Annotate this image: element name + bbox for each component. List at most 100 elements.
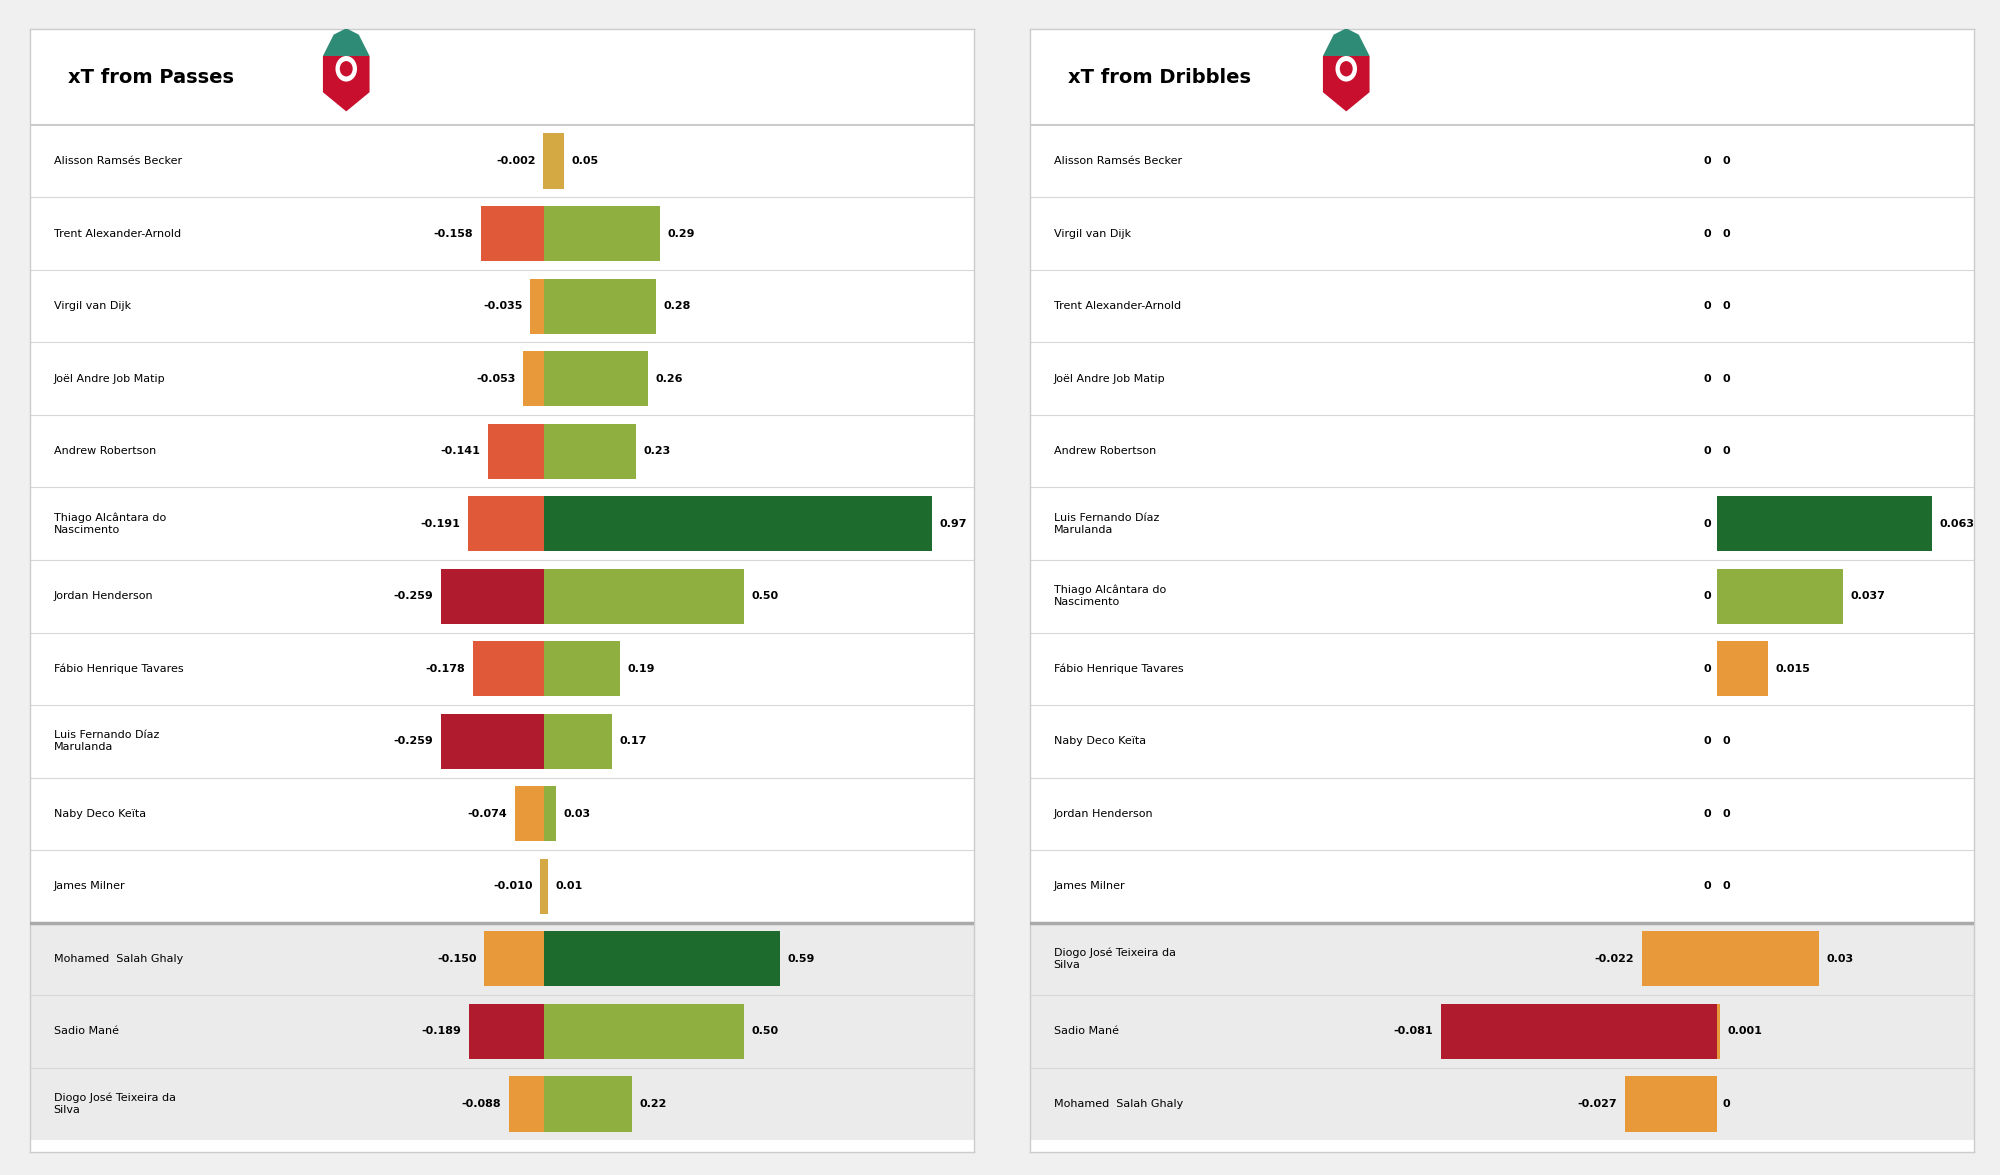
FancyBboxPatch shape [484,932,544,987]
Text: 0.17: 0.17 [620,737,646,746]
Text: Trent Alexander-Arnold: Trent Alexander-Arnold [54,229,180,239]
Text: Jordan Henderson: Jordan Henderson [54,591,154,602]
FancyBboxPatch shape [544,1076,632,1132]
Text: -0.088: -0.088 [462,1099,502,1109]
Text: Andrew Robertson: Andrew Robertson [1054,446,1156,456]
FancyBboxPatch shape [544,424,636,478]
FancyBboxPatch shape [1716,642,1768,697]
Text: 0: 0 [1722,301,1730,311]
Polygon shape [1322,28,1370,56]
Text: 0.97: 0.97 [940,518,966,529]
Text: 0: 0 [1704,446,1712,456]
FancyBboxPatch shape [544,351,648,407]
FancyBboxPatch shape [1716,1003,1720,1059]
Text: Alisson Ramsés Becker: Alisson Ramsés Becker [54,156,182,166]
FancyBboxPatch shape [522,351,544,407]
Text: Naby Deco Keïta: Naby Deco Keïta [1054,737,1146,746]
Text: 0: 0 [1722,737,1730,746]
Text: 0: 0 [1722,881,1730,892]
Text: -0.035: -0.035 [484,301,522,311]
Text: Trent Alexander-Arnold: Trent Alexander-Arnold [1054,301,1180,311]
Text: Virgil van Dijk: Virgil van Dijk [1054,229,1130,239]
Text: Mohamed  Salah Ghaly: Mohamed Salah Ghaly [1054,1099,1182,1109]
Text: 0: 0 [1704,737,1712,746]
FancyBboxPatch shape [514,786,544,841]
Text: 0: 0 [1722,1099,1730,1109]
Text: 0.03: 0.03 [564,808,590,819]
Text: Joël Andre Job Matip: Joël Andre Job Matip [1054,374,1166,383]
FancyBboxPatch shape [1642,932,1716,987]
Polygon shape [1322,56,1370,112]
Circle shape [340,61,352,76]
FancyBboxPatch shape [540,859,544,914]
Text: 0.037: 0.037 [1850,591,1886,602]
Text: 0: 0 [1704,518,1712,529]
FancyBboxPatch shape [544,1003,744,1059]
FancyBboxPatch shape [508,1076,544,1132]
FancyBboxPatch shape [472,642,544,697]
Text: -0.002: -0.002 [496,156,536,166]
FancyBboxPatch shape [1716,932,1820,987]
Text: -0.259: -0.259 [394,591,434,602]
Text: 0.26: 0.26 [656,374,682,383]
Text: Fábio Henrique Tavares: Fábio Henrique Tavares [1054,664,1184,674]
Text: 0.28: 0.28 [664,301,690,311]
Text: Sadio Mané: Sadio Mané [1054,1027,1118,1036]
Text: -0.150: -0.150 [438,954,476,963]
Text: Virgil van Dijk: Virgil van Dijk [54,301,130,311]
FancyBboxPatch shape [544,932,780,987]
Circle shape [1336,56,1358,81]
Text: 0.001: 0.001 [1728,1027,1762,1036]
Text: 0: 0 [1704,808,1712,819]
Text: James Milner: James Milner [54,881,126,892]
FancyBboxPatch shape [440,713,544,768]
Text: Jordan Henderson: Jordan Henderson [1054,808,1154,819]
Text: -0.022: -0.022 [1594,954,1634,963]
Text: Sadio Mané: Sadio Mané [54,1027,118,1036]
Text: -0.259: -0.259 [394,737,434,746]
Text: xT from Dribbles: xT from Dribbles [1068,68,1250,87]
Text: Luis Fernando Díaz
Marulanda: Luis Fernando Díaz Marulanda [54,731,158,752]
FancyBboxPatch shape [1716,496,1932,551]
Text: -0.053: -0.053 [476,374,516,383]
Text: 0.50: 0.50 [752,591,778,602]
Text: -0.158: -0.158 [434,229,474,239]
Text: 0.063: 0.063 [1940,518,1974,529]
Text: 0.22: 0.22 [640,1099,666,1109]
FancyBboxPatch shape [1624,1076,1716,1132]
Text: 0.05: 0.05 [572,156,598,166]
Text: 0.50: 0.50 [752,1027,778,1036]
Text: 0: 0 [1722,229,1730,239]
FancyBboxPatch shape [1440,1003,1716,1059]
Text: 0.59: 0.59 [788,954,814,963]
FancyBboxPatch shape [544,278,656,334]
Circle shape [1340,61,1352,76]
Text: 0.015: 0.015 [1776,664,1810,673]
Text: 0: 0 [1704,156,1712,166]
Text: Thiago Alcântara do
Nascimento: Thiago Alcântara do Nascimento [54,512,166,535]
FancyBboxPatch shape [544,134,564,189]
Text: 0.29: 0.29 [668,229,694,239]
FancyBboxPatch shape [30,922,974,1140]
FancyBboxPatch shape [468,496,544,551]
FancyBboxPatch shape [1716,569,1842,624]
Text: Diogo José Teixeira da
Silva: Diogo José Teixeira da Silva [1054,948,1176,971]
Text: -0.178: -0.178 [426,664,466,673]
FancyBboxPatch shape [1030,922,1974,1140]
Text: 0: 0 [1722,446,1730,456]
Text: Mohamed  Salah Ghaly: Mohamed Salah Ghaly [54,954,182,963]
Text: 0: 0 [1704,881,1712,892]
Text: Fábio Henrique Tavares: Fábio Henrique Tavares [54,664,184,674]
FancyBboxPatch shape [468,1003,544,1059]
Text: 0: 0 [1722,374,1730,383]
Text: xT from Passes: xT from Passes [68,68,234,87]
Text: Diogo José Teixeira da
Silva: Diogo José Teixeira da Silva [54,1093,176,1115]
Text: Luis Fernando Díaz
Marulanda: Luis Fernando Díaz Marulanda [1054,512,1158,535]
Text: 0.23: 0.23 [644,446,670,456]
FancyBboxPatch shape [544,642,620,697]
Text: -0.189: -0.189 [422,1027,462,1036]
Text: Andrew Robertson: Andrew Robertson [54,446,156,456]
Text: 0: 0 [1704,591,1712,602]
FancyBboxPatch shape [530,278,544,334]
Text: -0.081: -0.081 [1394,1027,1434,1036]
